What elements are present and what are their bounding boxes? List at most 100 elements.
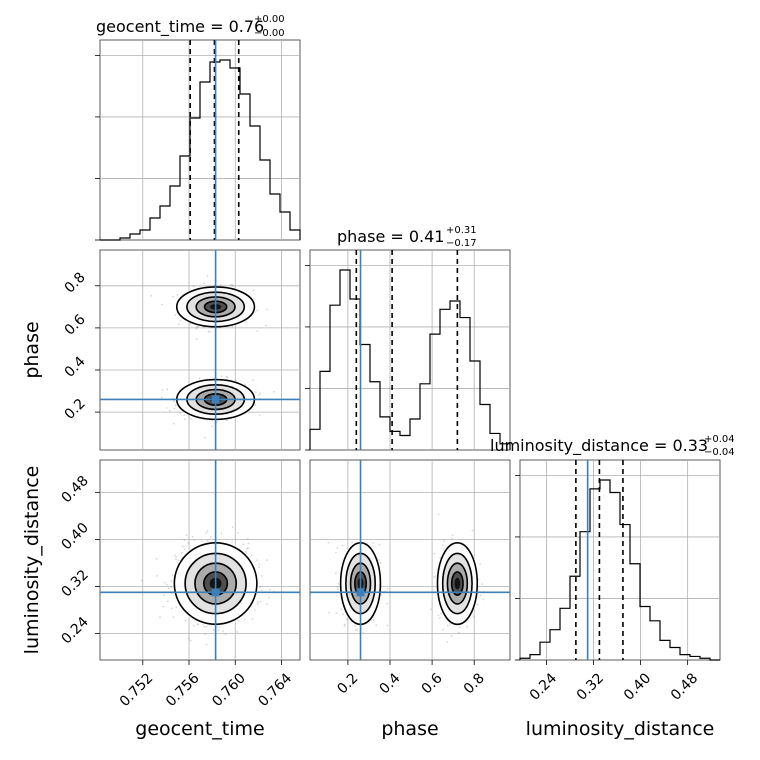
sample-point	[451, 534, 454, 537]
sample-point	[268, 588, 271, 591]
sample-point	[205, 643, 208, 646]
sample-point	[231, 526, 234, 528]
sample-point	[237, 532, 240, 534]
x-tick-label: 0.764	[255, 670, 295, 710]
sample-point	[159, 616, 161, 619]
sample-point	[378, 543, 381, 546]
sample-point	[344, 623, 346, 626]
sample-point	[434, 575, 437, 577]
hist-luminosity-distance	[519, 479, 720, 661]
title-geocent-time-minus: −0.00	[254, 28, 285, 39]
sample-point	[170, 580, 173, 582]
sample-point	[174, 404, 177, 407]
sample-point	[430, 608, 432, 611]
sample-point	[183, 539, 186, 541]
sample-point	[196, 623, 199, 626]
sample-point	[192, 624, 195, 627]
sample-point	[360, 627, 363, 630]
sample-point	[200, 540, 203, 542]
sample-point	[458, 631, 460, 634]
sample-point	[375, 624, 378, 626]
sample-point	[191, 535, 194, 538]
title-phase-plus: +0.31	[446, 225, 477, 236]
sample-point	[175, 555, 177, 558]
sample-point	[181, 545, 184, 548]
sample-point	[195, 327, 198, 330]
sample-point	[173, 407, 176, 410]
sample-point	[204, 436, 206, 439]
y-tick-label: 0.8	[62, 269, 89, 296]
contour-line	[446, 562, 469, 605]
sample-point	[224, 633, 227, 636]
sample-point	[256, 559, 258, 562]
title-geocent-time: geocent_time = 0.76	[96, 17, 264, 37]
sample-point	[206, 274, 209, 277]
sample-point	[162, 594, 165, 597]
sample-point	[251, 618, 254, 620]
title-phase-minus: −0.17	[446, 238, 477, 249]
sample-point	[256, 309, 259, 312]
sample-point	[166, 388, 169, 391]
sample-point	[177, 559, 180, 561]
sample-point	[236, 631, 239, 633]
sample-point	[265, 324, 267, 327]
sample-point	[220, 532, 223, 535]
ylabel-phase: phase	[21, 321, 43, 378]
sample-point	[219, 283, 222, 286]
sample-point	[183, 414, 186, 417]
sample-point	[247, 547, 250, 550]
sample-point	[252, 289, 255, 292]
sample-point	[354, 624, 356, 627]
sample-point	[378, 559, 381, 561]
sample-point	[471, 529, 474, 532]
sample-point	[268, 596, 270, 599]
sample-point	[173, 400, 176, 403]
title-geocent-time-plus: +0.00	[254, 14, 285, 25]
sample-point	[189, 639, 192, 642]
truth-marker	[356, 588, 365, 597]
truth-marker	[211, 395, 220, 404]
sample-point	[204, 633, 207, 636]
x-tick-label: 0.760	[209, 670, 249, 710]
y-tick-label: 0.32	[58, 567, 91, 600]
contour-line	[450, 571, 464, 596]
sample-point	[443, 540, 445, 543]
sample-point	[259, 586, 261, 589]
sample-point	[356, 629, 359, 632]
sample-point	[481, 583, 484, 586]
sample-point	[212, 628, 215, 631]
sample-point	[187, 637, 190, 640]
sample-point	[343, 625, 346, 627]
sample-point	[479, 563, 481, 565]
sample-point	[437, 513, 440, 516]
sample-point	[184, 418, 186, 420]
xlabel-geocent-time: geocent_time	[135, 718, 264, 740]
sample-point	[225, 419, 228, 422]
x-tick-label: 0.24	[527, 670, 560, 703]
y-tick-label: 0.6	[62, 311, 89, 338]
panel-ld-hist: 0.24 0.32 0.40 0.48 luminosity_distance = 0…	[490, 434, 735, 704]
ylabel-luminosity-distance: luminosity_distance	[21, 466, 43, 655]
sample-point	[437, 614, 440, 617]
sample-point	[386, 602, 388, 605]
hist-phase	[309, 269, 511, 450]
sample-point	[433, 576, 435, 579]
sample-point	[466, 625, 468, 628]
sample-point	[231, 283, 234, 286]
sample-point	[372, 618, 375, 621]
sample-point	[372, 541, 374, 544]
sample-point	[340, 608, 343, 611]
sample-point	[386, 624, 389, 627]
panel-geocent-time-hist: geocent_time = 0.76 +0.00 −0.00	[95, 14, 301, 241]
sample-point	[211, 425, 214, 428]
sample-point	[336, 547, 339, 549]
xlabel-luminosity-distance: luminosity_distance	[526, 718, 715, 740]
sample-point	[176, 294, 179, 296]
sample-point	[217, 629, 220, 631]
sample-point	[335, 612, 338, 615]
sample-point	[242, 543, 245, 546]
sample-point	[187, 542, 190, 544]
sample-point	[155, 557, 158, 560]
sample-point	[179, 320, 182, 322]
